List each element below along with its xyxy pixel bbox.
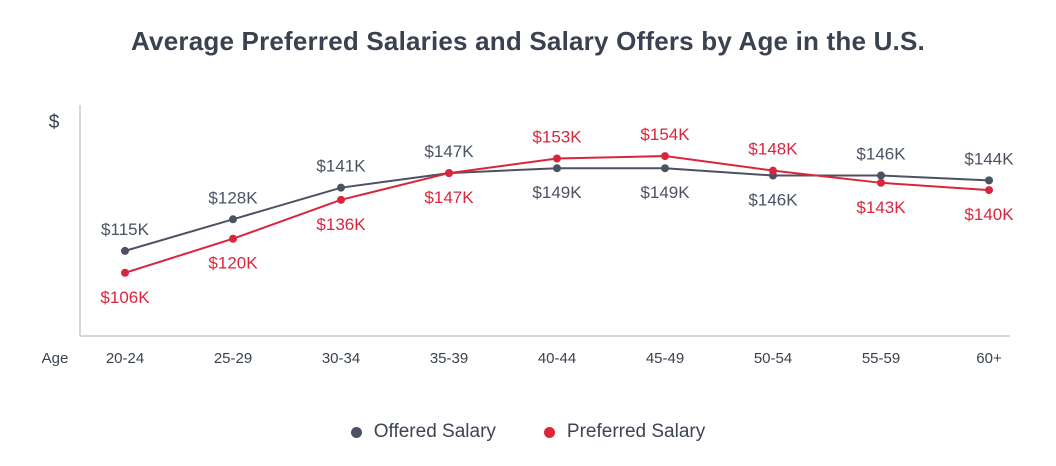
- x-tick-label: 35-39: [430, 350, 468, 367]
- legend-item-preferred: Preferred Salary: [543, 421, 706, 443]
- data-point: [985, 176, 993, 185]
- data-label: $136K: [316, 215, 366, 234]
- data-point: [877, 171, 885, 180]
- data-point: [661, 164, 669, 173]
- data-label: $149K: [532, 183, 582, 202]
- data-label: $141K: [316, 157, 366, 176]
- data-point: [553, 164, 561, 173]
- preferred-legend-marker-icon: [543, 426, 555, 438]
- legend-label-preferred: Preferred Salary: [566, 421, 706, 442]
- x-tick-label: 25-29: [214, 350, 252, 367]
- data-label: $144K: [964, 149, 1014, 168]
- data-label: $149K: [640, 183, 690, 202]
- data-point: [877, 178, 885, 187]
- data-point: [445, 169, 453, 178]
- data-point: [121, 268, 129, 277]
- series-layer: $115K $128K $141K $147K $149K $149K $146K $146K…: [100, 125, 1014, 307]
- data-point: [337, 195, 345, 204]
- data-label: $120K: [208, 254, 258, 273]
- data-label: $147K: [424, 188, 474, 207]
- data-label: $147K: [424, 142, 474, 161]
- chart-title: Average Preferred Salaries and Salary Of…: [131, 26, 925, 56]
- data-label: $115K: [101, 220, 150, 239]
- x-tick-labels: 20-24 25-29 30-34 35-39 40-44 45-49 50-54 55-59…: [106, 350, 1002, 367]
- data-label: $148K: [748, 140, 798, 159]
- x-tick-label: 30-34: [322, 350, 360, 367]
- data-point: [661, 152, 669, 161]
- data-point: [985, 186, 993, 195]
- data-label: $154K: [640, 125, 690, 144]
- legend-item-offered: Offered Salary: [350, 421, 496, 443]
- x-tick-label: 50-54: [754, 350, 792, 367]
- data-label: $146K: [856, 145, 906, 164]
- line-chart: $ Age 20-24 25-29 30-34 35-39 40-44 45-49 50-5…: [42, 105, 1014, 367]
- data-point: [229, 234, 237, 243]
- data-label: $143K: [856, 198, 906, 217]
- data-label: $153K: [532, 127, 582, 146]
- data-point: [337, 183, 345, 192]
- data-point: [121, 246, 129, 255]
- data-point: [769, 166, 777, 175]
- y-axis-label: $: [49, 112, 60, 133]
- data-label: $140K: [964, 205, 1014, 224]
- data-point: [553, 154, 561, 163]
- data-label: $146K: [748, 191, 798, 210]
- x-tick-label: 20-24: [106, 350, 144, 367]
- x-tick-label: 40-44: [538, 350, 576, 367]
- offered-legend-marker-icon: [350, 426, 362, 438]
- data-label: $128K: [208, 188, 258, 207]
- data-label: $106K: [100, 288, 150, 307]
- legend-label-offered: Offered Salary: [373, 421, 496, 442]
- x-axis-label: Age: [42, 350, 69, 367]
- x-tick-label: 60+: [976, 350, 1002, 367]
- data-point: [229, 215, 237, 224]
- x-tick-label: 45-49: [646, 350, 684, 367]
- legend: Offered Salary Preferred Salary: [0, 421, 1056, 443]
- x-tick-label: 55-59: [862, 350, 900, 367]
